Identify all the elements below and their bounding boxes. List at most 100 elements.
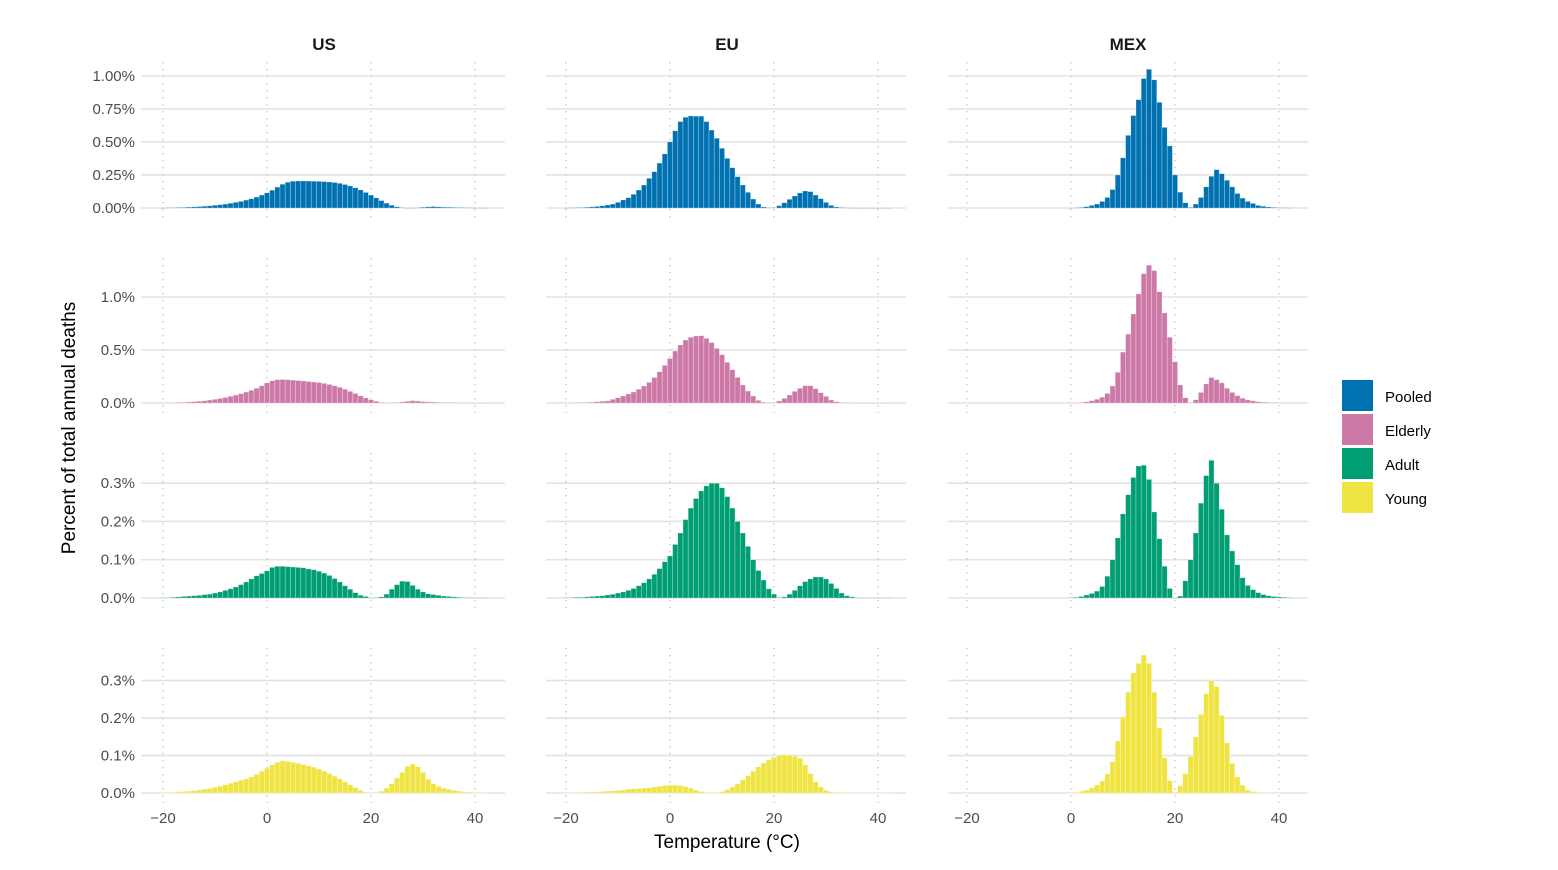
bar-eu-elderly-8	[708, 342, 715, 404]
bar-eu-adult-23	[786, 593, 793, 599]
bar-us-elderly--10	[212, 398, 218, 404]
bar-us-pooled-1	[269, 189, 276, 209]
bar-eu-elderly-3	[682, 339, 689, 404]
bar-eu-elderly-18	[760, 401, 767, 404]
bar-mex-young-28	[1213, 686, 1220, 794]
y-tick-label: 0.0%	[101, 590, 135, 607]
y-tick-label: 0.2%	[101, 513, 135, 530]
bar-us-pooled--4	[243, 199, 250, 209]
bar-us-elderly--2	[253, 387, 260, 404]
bar-eu-elderly-0	[667, 358, 673, 404]
bar-eu-elderly--13	[599, 400, 606, 404]
bar-eu-adult-26	[802, 581, 809, 599]
bar-us-pooled-11	[321, 181, 328, 209]
bar-us-elderly--13	[196, 400, 203, 404]
bar-eu-young-6	[698, 791, 705, 794]
y-tick-label: 1.00%	[92, 68, 135, 85]
bar-eu-adult--9	[620, 591, 627, 599]
bar-mex-adult-41	[1281, 596, 1288, 599]
bar-us-adult-37	[456, 596, 463, 599]
bar-mex-young-7	[1104, 773, 1111, 794]
bar-eu-young-27	[807, 773, 814, 794]
bar-mex-adult-30	[1224, 534, 1230, 599]
bar-mex-adult-12	[1130, 477, 1137, 599]
bar-eu-elderly-1	[672, 350, 679, 404]
bar-us-young--8	[222, 784, 229, 794]
bar-us-elderly--14	[191, 401, 198, 404]
bar-us-adult--5	[238, 584, 244, 599]
bar-eu-elderly-15	[745, 390, 751, 404]
bar-us-pooled-0	[264, 192, 270, 209]
bar-us-pooled-8	[305, 180, 312, 209]
bar-mex-adult-15	[1146, 479, 1152, 599]
bar-eu-young-30	[823, 790, 829, 794]
bar-eu-pooled-32	[833, 206, 840, 209]
bar-us-adult-10	[316, 570, 322, 599]
bar-eu-elderly--5	[641, 385, 647, 404]
panel-mex-young	[948, 648, 1308, 803]
bar-us-adult-1	[269, 567, 276, 599]
panels	[141, 62, 1308, 803]
x-tick-label: 0	[263, 810, 271, 827]
bar-eu-pooled-11	[724, 158, 731, 209]
bar-eu-elderly-27	[807, 385, 814, 404]
bar-eu-adult--13	[599, 595, 606, 599]
bar-mex-pooled-14	[1140, 78, 1147, 209]
bar-eu-adult--1	[661, 561, 668, 599]
bar-eu-elderly--14	[594, 401, 601, 404]
bar-eu-adult-25	[797, 585, 803, 599]
bar-us-adult-26	[399, 580, 406, 599]
bar-us-young-28	[409, 763, 416, 794]
bar-mex-young-13	[1135, 663, 1142, 794]
bar-us-elderly-8	[305, 381, 312, 404]
bar-mex-elderly-24	[1192, 399, 1199, 404]
bar-eu-pooled-28	[812, 194, 819, 209]
bar-us-pooled-6	[295, 180, 302, 209]
bar-mex-young-24	[1192, 736, 1199, 794]
bar-us-elderly--9	[217, 398, 224, 404]
bar-us-young-19	[362, 791, 369, 794]
bar-eu-elderly-7	[703, 338, 710, 404]
bar-mex-pooled-5	[1094, 203, 1100, 209]
bar-us-pooled-35	[446, 206, 452, 209]
bar-mex-adult-17	[1156, 538, 1163, 599]
bar-us-adult-0	[264, 570, 270, 599]
bar-us-adult--2	[253, 575, 260, 599]
bar-us-elderly-14	[336, 387, 343, 404]
bar-us-elderly--12	[201, 400, 208, 404]
bar-eu-young--12	[604, 790, 611, 794]
bar-mex-pooled-11	[1125, 135, 1132, 209]
bar-eu-pooled--12	[604, 204, 611, 209]
bar-mex-elderly-35	[1250, 400, 1256, 404]
bar-eu-pooled--10	[615, 202, 621, 209]
bar-us-adult-17	[352, 592, 359, 599]
bar-us-adult-11	[321, 572, 328, 599]
panel-eu-young	[546, 648, 906, 803]
x-tick-label: −20	[553, 810, 578, 827]
bar-us-pooled-23	[383, 202, 390, 209]
bar-eu-pooled-21	[776, 205, 783, 209]
bar-us-elderly--15	[186, 401, 192, 404]
bar-us-pooled-10	[316, 181, 322, 209]
bar-mex-young-21	[1177, 785, 1184, 794]
bar-eu-adult-2	[677, 532, 684, 599]
bar-us-pooled-13	[331, 182, 338, 209]
bar-us-adult--15	[186, 595, 192, 599]
bar-us-young-39	[466, 791, 473, 794]
bar-eu-adult-35	[849, 596, 855, 599]
bar-us-pooled-16	[347, 185, 354, 209]
bar-us-pooled-22	[378, 200, 385, 209]
bar-us-pooled--3	[248, 198, 255, 209]
x-tick-label: −20	[954, 810, 979, 827]
bar-eu-young-31	[828, 791, 835, 794]
bar-eu-adult-28	[812, 576, 819, 599]
bar-mex-pooled-7	[1104, 197, 1111, 209]
bar-eu-pooled-15	[745, 191, 751, 209]
bar-us-adult-22	[378, 596, 385, 599]
bar-us-young--10	[212, 787, 218, 794]
bar-mex-adult-22	[1182, 580, 1189, 599]
bar-eu-elderly--1	[661, 365, 668, 404]
bar-mex-pooled-38	[1265, 206, 1272, 209]
x-tick-label: 20	[363, 810, 380, 827]
bar-us-adult-28	[409, 585, 416, 599]
